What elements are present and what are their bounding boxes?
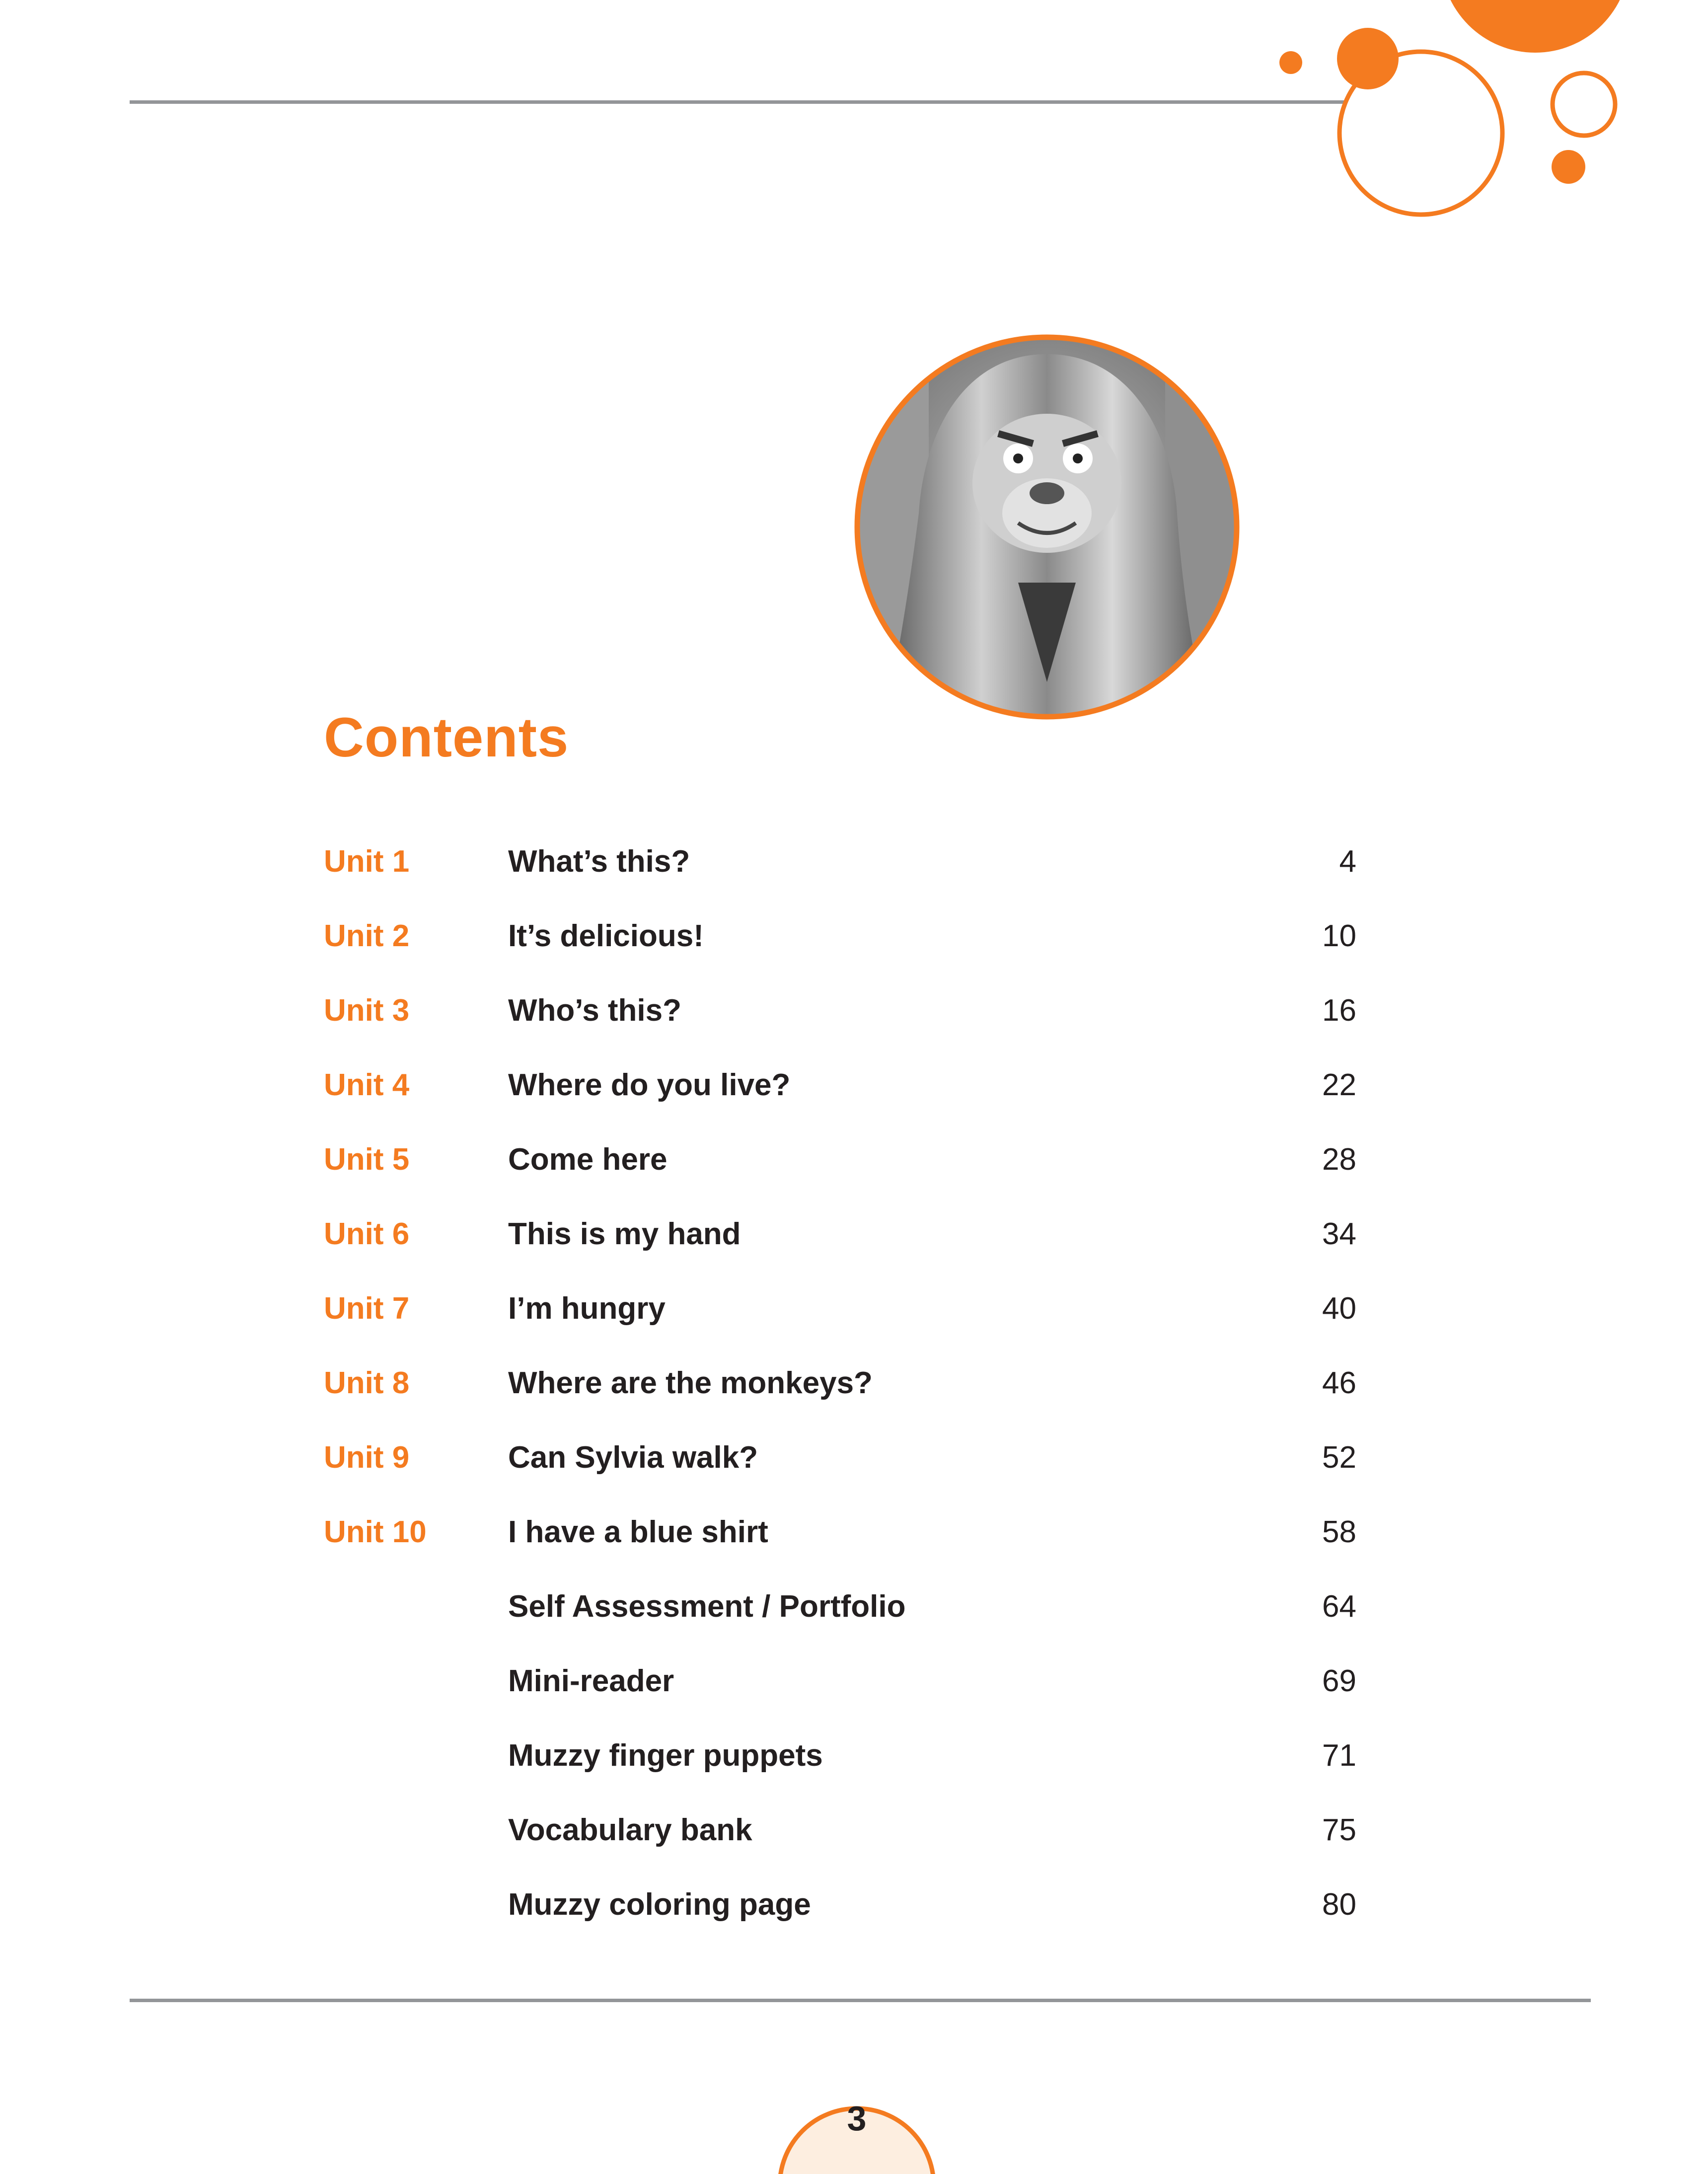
- toc-entry[interactable]: Unit 2 It’s delicious! 10: [0, 899, 1708, 974]
- toc-page-number: 28: [1322, 1142, 1356, 1177]
- toc-page-number: 16: [1322, 993, 1356, 1028]
- toc-page-number: 75: [1322, 1813, 1356, 1847]
- toc-page-number: 4: [1339, 844, 1356, 879]
- page-number: 3: [847, 2099, 867, 2138]
- toc-entry[interactable]: Muzzy finger puppets 71: [0, 1719, 1708, 1793]
- toc-entry-title: It’s delicious!: [508, 919, 704, 953]
- toc-entry[interactable]: Unit 8 Where are the monkeys? 46: [0, 1346, 1708, 1421]
- toc-unit-label: Unit 8: [324, 1366, 410, 1400]
- toc-unit-label: Unit 5: [324, 1142, 410, 1177]
- toc-page-number: 22: [1322, 1068, 1356, 1102]
- toc-unit-label: Unit 2: [324, 919, 410, 953]
- toc-entry[interactable]: Unit 10 I have a blue shirt 58: [0, 1495, 1708, 1570]
- toc-entry[interactable]: Unit 3 Who’s this? 16: [0, 974, 1708, 1048]
- toc-page-number: 69: [1322, 1664, 1356, 1698]
- toc-entry-title: Who’s this?: [508, 993, 681, 1028]
- deco-dot-medium: [1337, 28, 1399, 89]
- toc-page-number: 52: [1322, 1440, 1356, 1475]
- toc-entry[interactable]: Vocabulary bank 75: [0, 1793, 1708, 1868]
- toc-unit-label: Unit 7: [324, 1291, 410, 1326]
- toc-entry-title: I’m hungry: [508, 1291, 666, 1326]
- toc-entry[interactable]: Self Assessment / Portfolio 64: [0, 1570, 1708, 1644]
- toc-entry[interactable]: Muzzy coloring page 80: [0, 1868, 1708, 1942]
- toc-unit-label: Unit 10: [324, 1515, 427, 1549]
- toc-unit-label: Unit 6: [324, 1217, 410, 1251]
- lion-portrait-image: [854, 334, 1240, 720]
- bottom-rule: [130, 1999, 1591, 2002]
- deco-circle-large-filled: [1450, 0, 1620, 53]
- toc-page-number: 10: [1322, 919, 1356, 953]
- toc-unit-label: Unit 1: [324, 844, 410, 879]
- deco-ring-large: [1337, 49, 1505, 217]
- top-rule: [130, 100, 1411, 104]
- toc-entry[interactable]: Unit 5 Come here 28: [0, 1123, 1708, 1197]
- toc-entry-title: Come here: [508, 1142, 668, 1177]
- toc-page-number: 58: [1322, 1515, 1356, 1549]
- deco-ring-small: [1550, 71, 1618, 138]
- toc-entry-title: Vocabulary bank: [508, 1813, 752, 1847]
- toc-entry-title: Where are the monkeys?: [508, 1366, 873, 1400]
- deco-dot-small: [1279, 51, 1302, 74]
- toc-entry[interactable]: Mini-reader 69: [0, 1644, 1708, 1719]
- toc-unit-label: Unit 9: [324, 1440, 410, 1475]
- toc-page-number: 46: [1322, 1366, 1356, 1400]
- toc-unit-label: Unit 4: [324, 1068, 410, 1102]
- toc-entry[interactable]: Unit 6 This is my hand 34: [0, 1197, 1708, 1272]
- deco-dot-right: [1552, 150, 1585, 184]
- toc-page-number: 64: [1322, 1589, 1356, 1624]
- toc-entry[interactable]: Unit 1 What’s this? 4: [0, 825, 1708, 899]
- toc-entry-title: Muzzy finger puppets: [508, 1738, 823, 1773]
- toc-entry-title: This is my hand: [508, 1217, 741, 1251]
- toc-entry-title: Muzzy coloring page: [508, 1887, 811, 1922]
- toc-page-number: 34: [1322, 1217, 1356, 1251]
- toc-entry-title: I have a blue shirt: [508, 1515, 768, 1549]
- page-title: Contents: [324, 706, 569, 768]
- toc-entry-title: Can Sylvia walk?: [508, 1440, 758, 1475]
- toc-unit-label: Unit 3: [324, 993, 410, 1028]
- toc-entry-title: Mini-reader: [508, 1664, 674, 1698]
- toc-page-number: 71: [1322, 1738, 1356, 1773]
- toc-entry-title: Self Assessment / Portfolio: [508, 1589, 906, 1624]
- toc-page-number: 80: [1322, 1887, 1356, 1922]
- toc-page-number: 40: [1322, 1291, 1356, 1326]
- toc-entry[interactable]: Unit 9 Can Sylvia walk? 52: [0, 1421, 1708, 1495]
- toc-entry-title: What’s this?: [508, 844, 690, 879]
- toc-entry[interactable]: Unit 4 Where do you live? 22: [0, 1048, 1708, 1123]
- toc-entry[interactable]: Unit 7 I’m hungry 40: [0, 1272, 1708, 1346]
- toc-entry-title: Where do you live?: [508, 1068, 791, 1102]
